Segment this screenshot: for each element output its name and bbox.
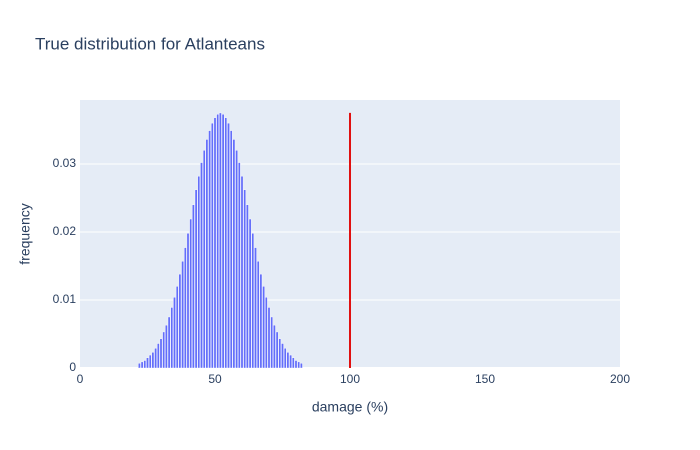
x-tick-label: 150 <box>475 372 495 386</box>
bar <box>224 117 228 369</box>
bar <box>289 354 292 369</box>
bar <box>165 324 168 369</box>
bar <box>248 218 252 369</box>
bar <box>251 233 255 369</box>
bar <box>202 150 206 369</box>
bar <box>294 360 298 369</box>
x-tick-label: 100 <box>340 372 360 386</box>
bar <box>240 175 244 369</box>
y-tick-label: 0 <box>69 360 76 374</box>
bar <box>184 247 187 369</box>
bar <box>173 297 176 369</box>
bar <box>281 343 284 369</box>
bar <box>262 286 265 369</box>
bar <box>213 117 217 369</box>
bar <box>154 348 157 369</box>
bar <box>278 338 282 369</box>
bar <box>143 360 147 369</box>
bar <box>205 139 209 369</box>
bar <box>181 261 184 369</box>
x-axis-title: damage (%) <box>312 399 388 415</box>
bar <box>219 112 222 369</box>
y-axis-title: frequency <box>17 203 33 264</box>
bar <box>227 122 230 369</box>
bar <box>297 361 300 369</box>
bar <box>148 354 152 369</box>
bar <box>157 343 160 369</box>
bar <box>254 247 257 369</box>
bar <box>286 352 290 369</box>
x-tick-label: 0 <box>77 372 84 386</box>
bar <box>167 316 171 369</box>
y-tick-label: 0.03 <box>53 156 77 170</box>
bar <box>178 273 182 369</box>
bar <box>238 162 241 369</box>
y-tick-label: 0.01 <box>53 292 77 306</box>
bar <box>159 338 163 369</box>
bar <box>235 150 238 369</box>
bar <box>170 307 174 369</box>
bar <box>151 352 155 369</box>
bar <box>138 363 141 369</box>
bar <box>300 363 303 369</box>
bar <box>246 204 249 369</box>
bar <box>192 204 195 369</box>
bar <box>175 286 179 369</box>
bar <box>229 130 233 369</box>
bar <box>189 218 192 369</box>
bar <box>194 189 198 369</box>
bar <box>267 307 271 369</box>
bar <box>292 357 295 369</box>
bar <box>259 273 263 369</box>
bar <box>243 189 246 369</box>
bar <box>275 331 279 369</box>
y-tick-label: 0.02 <box>53 224 77 238</box>
x-tick-label: 50 <box>208 372 222 386</box>
bar <box>216 114 219 369</box>
chart-title: True distribution for Atlanteans <box>35 34 265 53</box>
bar <box>273 324 276 369</box>
x-tick-label: 200 <box>610 372 630 386</box>
bar <box>208 130 211 369</box>
bar <box>211 122 214 369</box>
bar <box>283 348 287 369</box>
bar <box>200 162 203 369</box>
bar <box>256 261 260 369</box>
bar <box>270 316 273 369</box>
bar <box>232 139 236 369</box>
bar <box>140 361 144 369</box>
bar <box>197 175 201 369</box>
bar <box>265 297 268 369</box>
bar <box>146 357 149 369</box>
bar <box>162 331 165 369</box>
bar <box>221 114 225 369</box>
bar <box>186 233 190 369</box>
